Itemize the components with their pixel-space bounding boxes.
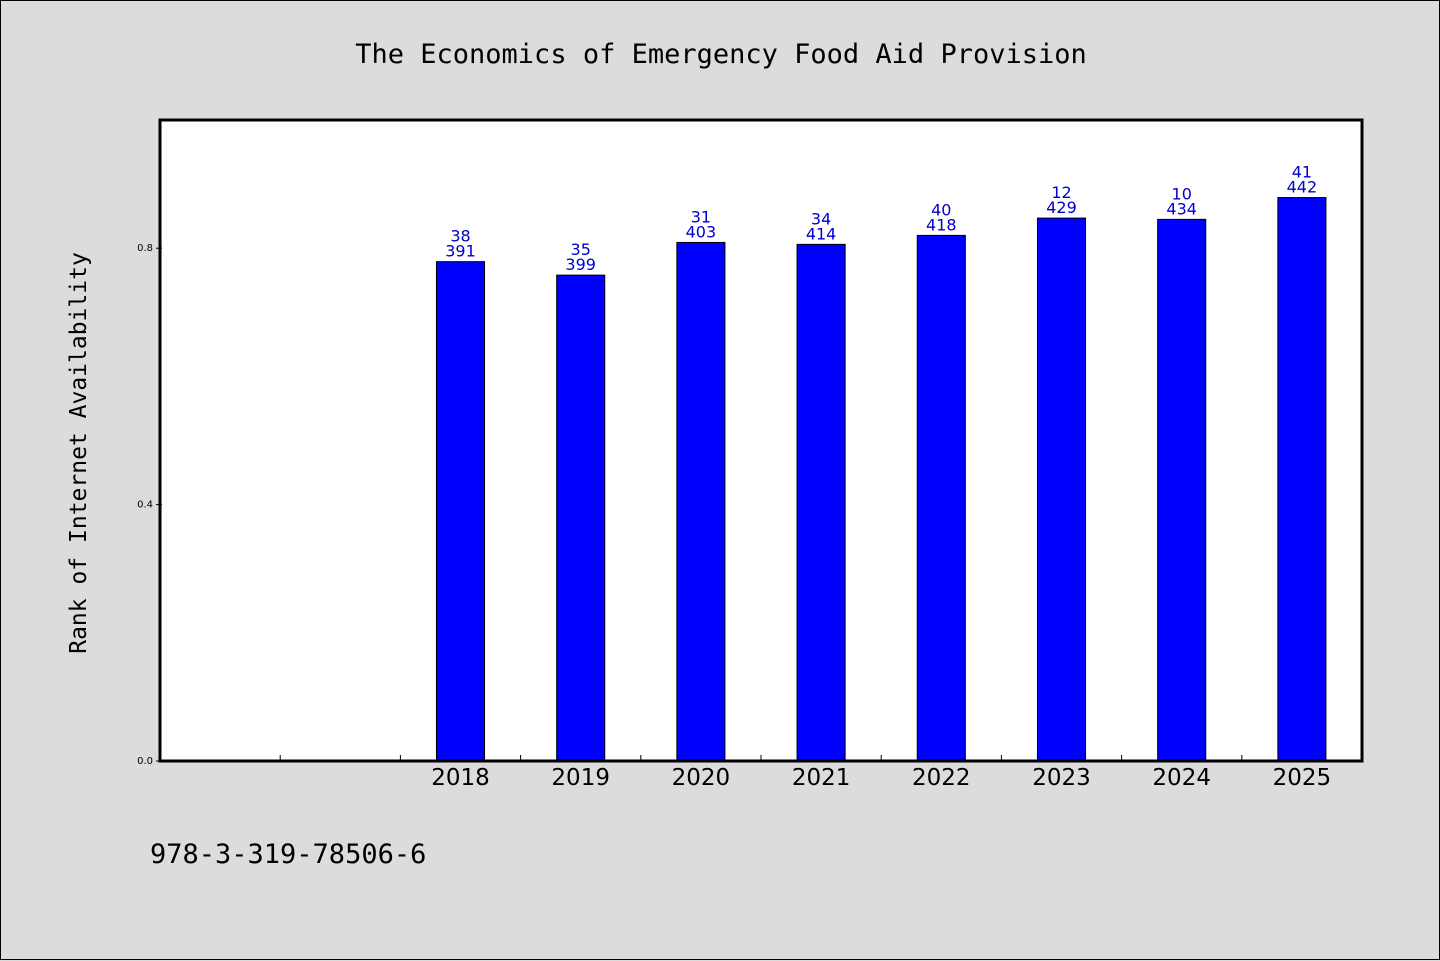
data-label-bottom: 429 [1046,198,1077,217]
x-tick-label: 2019 [551,765,610,791]
data-label-bottom: 403 [686,222,717,241]
data-label-top: 35 [571,240,591,259]
y-tick-label: 0.4 [137,500,153,511]
plot-frame [158,118,1364,763]
bar-2020 [676,241,726,762]
bar-2024 [1157,218,1207,762]
bar-2018 [435,261,486,762]
x-tick-label: 2023 [1032,765,1091,791]
data-label-bottom: 418 [926,215,957,234]
bar-2025 [1277,197,1327,762]
data-label-bottom: 434 [1166,199,1197,218]
bar-2023 [1036,217,1087,762]
x-tick-label: 2025 [1273,765,1332,791]
chart-title: The Economics of Emergency Food Aid Prov… [355,39,1087,70]
bar-series [435,197,1327,762]
x-tick-label: 2020 [672,765,731,791]
data-label-top: 40 [931,200,951,219]
bar-2019 [556,274,606,762]
data-label-bottom: 414 [806,224,837,243]
data-label-bottom: 391 [445,242,476,261]
data-label-top: 41 [1292,163,1312,182]
bar-2022 [916,234,966,762]
data-label-bottom: 399 [565,255,596,274]
data-label-top: 31 [691,207,711,226]
data-label-top: 34 [811,209,831,228]
bar-2021 [796,243,846,762]
x-axis-ticks: 2018 2019 2020 2021 2022 2023 2024 2025 [279,755,1332,791]
data-label-top: 38 [450,227,470,246]
data-label-bottom: 442 [1287,178,1318,197]
y-tick-label: 0.0 [137,756,153,767]
data-label-top: 12 [1051,183,1071,202]
y-tick-label: 0.8 [137,243,153,254]
x-tick-label: 2022 [912,765,971,791]
x-tick-label: 2021 [792,765,851,791]
y-axis-label: Rank of Internet Availability [66,252,92,654]
y-axis-ticks: 0.0 0.4 0.8 [137,243,162,767]
x-tick-label: 2018 [431,765,490,791]
footer-code: 978-3-319-78506-6 [150,839,426,870]
data-label-top: 10 [1172,184,1192,203]
x-tick-label: 2024 [1152,765,1211,791]
